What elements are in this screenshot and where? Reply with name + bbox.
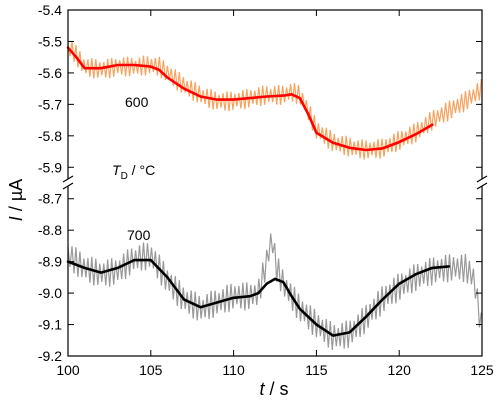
y-tick-label-lower-5: -9.2 [38,348,62,364]
y-axis: -5.4 -5.5 -5.6 -5.7 -5.8 -5.9 -8.7 -8.8 -8.9 -9.0… [38,2,482,364]
x-tick-label-1: 105 [139,362,163,378]
plot-frame [67,9,483,357]
plot-area [66,41,482,351]
panel-label-upper: 600 [125,94,149,110]
y-tick-label-upper-1: -5.5 [38,33,62,49]
axis-break-mark-a-0 [62,175,74,183]
axis-break [62,175,488,190]
y-axis-title: I / µA [6,179,26,221]
series-raw-lower [67,233,482,351]
y-tick-label-upper-5: -5.9 [38,159,62,175]
temperature-unit: / °C [128,162,155,178]
y-axis-unit: / µA [6,179,26,216]
y-tick-label-lower-3: -9.0 [38,285,62,301]
x-axis-title: t / s [259,379,288,399]
x-axis-unit: / s [265,379,289,399]
x-tick-label-4: 120 [388,362,412,378]
y-tick-label-lower-0: -8.7 [38,191,62,207]
series-raw-upper [67,41,482,160]
axes-box [67,9,483,357]
y-tick-label-lower-2: -8.9 [38,254,62,270]
y-tick-label-upper-4: -5.8 [38,128,62,144]
y-tick-label-lower-1: -8.8 [38,222,62,238]
axis-break-gap-0 [64,179,72,186]
temperature-subscript: D [121,171,128,182]
temperature-symbol: T [112,162,122,178]
axis-break-mark-a-1 [476,175,488,183]
x-tick-label-2: 110 [222,362,245,378]
x-axis: 100 105 110 115 120 125 [56,10,494,378]
panel-label-lower: 700 [127,227,151,243]
x-tick-label-0: 100 [56,362,80,378]
temperature-annotation: TD / °C [112,162,155,182]
x-axis-variable: t [259,379,265,399]
y-tick-label-upper-2: -5.6 [38,65,62,81]
x-tick-label-5: 125 [470,362,494,378]
axis-break-mark-b-0 [62,182,74,190]
x-tick-label-3: 115 [305,362,328,378]
y-axis-variable: I [6,216,26,221]
y-tick-label-upper-3: -5.7 [38,96,62,112]
y-tick-label-lower-4: -9.1 [38,317,62,333]
series-smooth-upper [66,46,434,152]
y-tick-label-upper-0: -5.4 [38,2,62,18]
axis-break-mark-b-1 [476,182,488,190]
axis-break-gap-1 [478,179,486,186]
series-smooth-lower [66,258,451,337]
